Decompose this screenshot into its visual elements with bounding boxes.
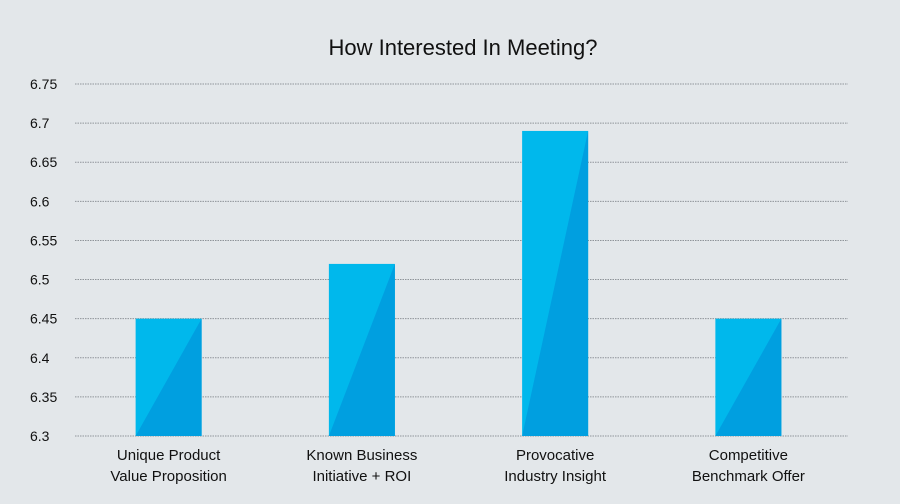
- bar: [522, 130, 589, 436]
- bar: [135, 318, 202, 436]
- x-tick-label-line: Benchmark Offer: [692, 468, 805, 485]
- y-tick-label: 6.6: [30, 193, 50, 209]
- bar: [715, 318, 782, 436]
- chart-title: How Interested In Meeting?: [328, 35, 597, 60]
- y-tick-label: 6.65: [30, 154, 57, 170]
- bar-shade: [715, 318, 782, 436]
- y-tick-label: 6.45: [30, 311, 57, 327]
- x-axis: Unique Product Value Proposition Known Bus…: [110, 447, 805, 485]
- y-tick-label: 6.7: [30, 115, 50, 131]
- x-tick-label-line: Known Business: [306, 447, 417, 464]
- y-tick-label: 6.3: [30, 428, 50, 444]
- x-tick-label: Competitive Benchmark Offer: [692, 447, 805, 485]
- bars: [135, 130, 782, 436]
- x-tick-label: Provocative Industry Insight: [504, 447, 607, 485]
- x-tick-label: Unique Product Value Proposition: [110, 447, 226, 485]
- bar-shade: [135, 318, 202, 436]
- y-axis: 6.75 6.7 6.65 6.6 6.55 6.5 6.45 6.4 6.35 6.3: [30, 76, 57, 444]
- x-tick-label-line: Value Proposition: [110, 468, 226, 485]
- grid-lines: [75, 83, 848, 437]
- y-tick-label: 6.55: [30, 232, 57, 248]
- bar: [328, 263, 395, 436]
- y-tick-label: 6.75: [30, 76, 57, 92]
- bar-shade: [522, 130, 589, 436]
- x-tick-label: Known Business Initiative + ROI: [306, 447, 417, 485]
- x-tick-label-line: Initiative + ROI: [312, 468, 411, 485]
- y-tick-label: 6.5: [30, 272, 50, 288]
- x-tick-label-line: Provocative: [516, 447, 594, 464]
- y-tick-label: 6.4: [30, 350, 50, 366]
- bar-shade: [328, 263, 395, 436]
- x-tick-label-line: Unique Product: [117, 447, 221, 464]
- y-tick-label: 6.35: [30, 389, 57, 405]
- x-tick-label-line: Industry Insight: [504, 468, 607, 485]
- x-tick-label-line: Competitive: [709, 447, 788, 464]
